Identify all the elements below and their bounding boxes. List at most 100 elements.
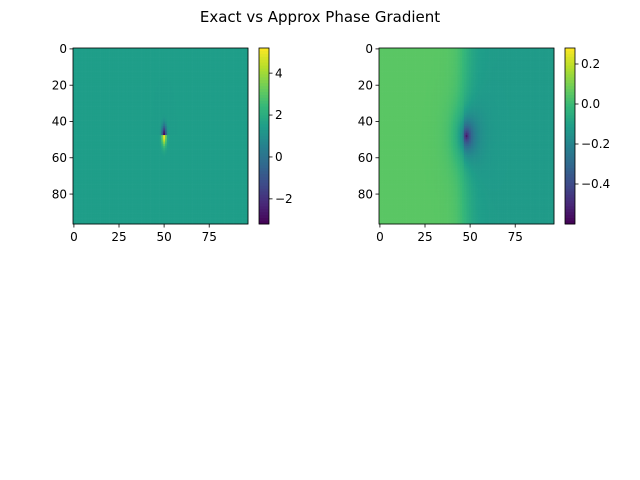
heatmap-cell — [82, 104, 85, 107]
heatmap-cell — [123, 82, 126, 85]
heatmap-cell — [188, 64, 191, 67]
heatmap-cell — [219, 102, 222, 105]
heatmap-cell — [76, 53, 79, 56]
heatmap-cell — [210, 100, 213, 103]
heatmap-cell — [96, 104, 99, 107]
heatmap-cell — [157, 96, 160, 100]
heatmap-cell — [177, 86, 180, 89]
heatmap-cell — [166, 91, 169, 94]
heatmap-cell — [163, 64, 166, 67]
heatmap-cell — [219, 67, 222, 71]
heatmap-cell — [228, 51, 231, 54]
heatmap-cell — [101, 102, 105, 105]
heatmap-cell — [109, 75, 112, 78]
heatmap-cell — [112, 64, 115, 67]
heatmap-cell — [199, 55, 202, 58]
heatmap-cell — [193, 86, 197, 89]
heatmap-cell — [154, 84, 157, 87]
heatmap-cell — [165, 73, 168, 76]
heatmap-cell — [206, 102, 209, 105]
heatmap-cell — [220, 98, 224, 101]
heatmap-cell — [136, 53, 139, 56]
heatmap-cell — [89, 78, 92, 82]
heatmap-cell — [172, 91, 175, 94]
heatmap-cell — [238, 93, 242, 96]
heatmap-cell — [110, 96, 114, 100]
heatmap-cell — [92, 78, 95, 82]
heatmap-cell — [206, 58, 209, 62]
heatmap-cell — [125, 51, 128, 54]
heatmap-cell — [116, 104, 119, 107]
heatmap-cell — [183, 96, 186, 100]
heatmap-cell — [217, 87, 220, 91]
heatmap-cell — [112, 104, 115, 107]
heatmap-cell — [109, 71, 112, 74]
heatmap-cell — [96, 66, 99, 69]
heatmap-cell — [112, 80, 115, 83]
heatmap-cell — [228, 67, 231, 71]
heatmap-cell — [242, 75, 245, 78]
heatmap-cell — [186, 98, 189, 101]
heatmap-cell — [195, 62, 198, 65]
heatmap-cell — [103, 89, 106, 92]
heatmap-cell — [121, 51, 124, 54]
heatmap-cell — [208, 87, 211, 91]
heatmap-cell — [125, 82, 128, 85]
heatmap-cell — [217, 91, 220, 94]
heatmap-cell — [89, 67, 92, 71]
heatmap-cell — [186, 91, 189, 94]
heatmap-cell — [150, 87, 153, 91]
heatmap-cell — [228, 102, 231, 105]
heatmap-cell — [134, 95, 137, 98]
heatmap-cell — [172, 89, 175, 92]
heatmap-cell — [206, 53, 209, 56]
heatmap-cell — [109, 80, 112, 83]
heatmap-cell — [150, 51, 153, 54]
heatmap-cell — [192, 102, 195, 105]
heatmap-cell — [118, 57, 121, 60]
heatmap-cell — [188, 66, 191, 69]
heatmap-cell — [127, 84, 130, 87]
heatmap-cell — [181, 84, 184, 87]
heatmap-cell — [78, 80, 81, 83]
heatmap-cell — [163, 82, 166, 85]
heatmap-cell — [170, 84, 173, 87]
heatmap-cell — [213, 77, 216, 80]
heatmap-cell — [139, 104, 142, 107]
heatmap-cell — [237, 98, 240, 101]
heatmap-cell — [85, 48, 88, 51]
heatmap-cell — [92, 48, 95, 51]
heatmap-cell — [159, 104, 162, 107]
heatmap-cell — [127, 49, 130, 52]
heatmap-cell — [166, 75, 169, 78]
heatmap-cell — [152, 69, 155, 72]
heatmap-cell — [174, 104, 177, 107]
heatmap-cell — [213, 107, 216, 111]
heatmap-cell — [190, 49, 193, 52]
heatmap-cell — [125, 96, 128, 100]
heatmap-cell — [80, 58, 83, 62]
heatmap-cell — [233, 73, 236, 76]
heatmap-cell — [161, 60, 164, 63]
heatmap-cell — [165, 80, 168, 83]
heatmap-cell — [78, 67, 81, 71]
heatmap-cell — [208, 91, 211, 94]
heatmap-cell — [177, 102, 180, 105]
heatmap-cell — [215, 89, 218, 92]
heatmap-cell — [240, 104, 243, 107]
heatmap-cell — [206, 82, 209, 85]
heatmap-cell — [170, 107, 173, 111]
heatmap-cell — [183, 58, 186, 62]
heatmap-cell — [98, 51, 101, 54]
heatmap-cell — [141, 69, 144, 72]
heatmap-cell — [78, 62, 81, 65]
heatmap-cell — [87, 87, 90, 91]
heatmap-cell — [141, 86, 144, 89]
heatmap-cell — [109, 49, 112, 52]
heatmap-cell — [233, 86, 236, 89]
heatmap-cell — [121, 86, 124, 89]
heatmap-cell — [127, 64, 130, 67]
heatmap-cell — [109, 60, 112, 63]
heatmap-cell — [242, 48, 245, 51]
heatmap-cell — [238, 78, 242, 82]
